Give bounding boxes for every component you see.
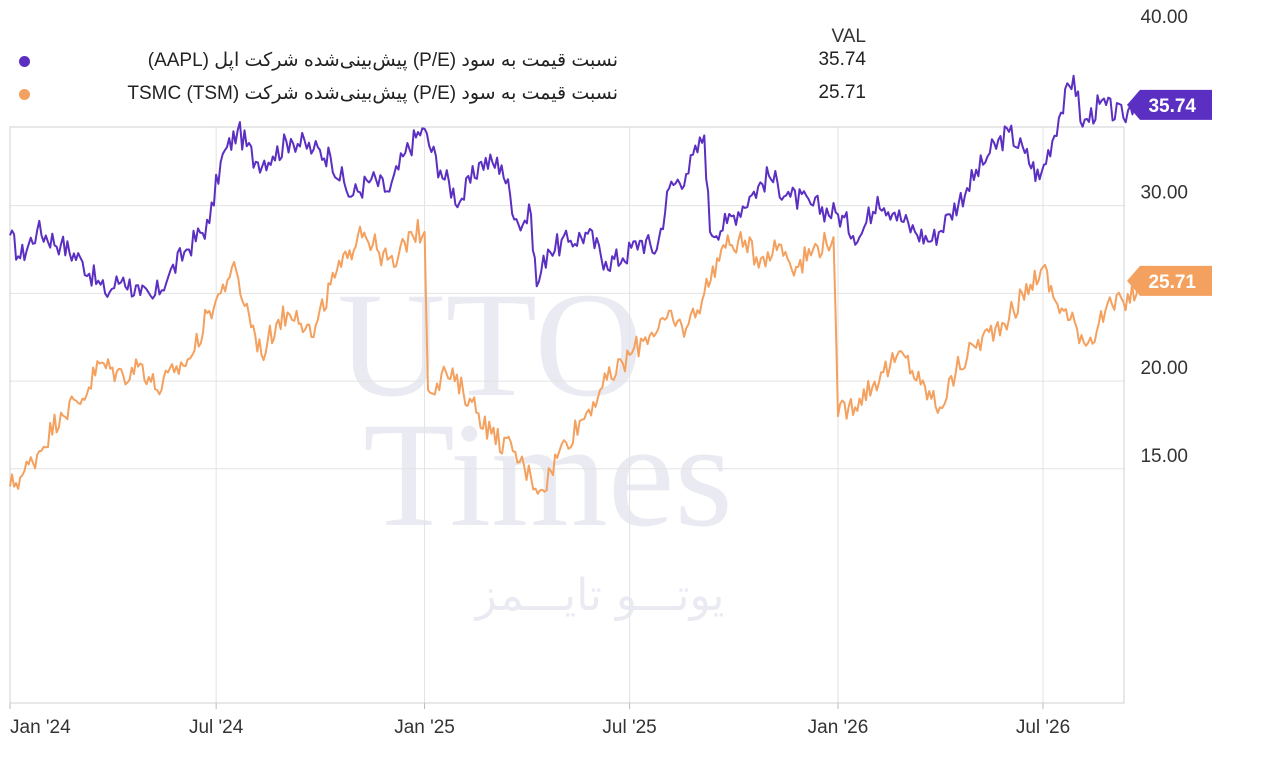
last-value-label: 35.74 — [1148, 96, 1196, 117]
watermark-line1: UTO — [337, 262, 643, 428]
last-value-badge — [1127, 89, 1212, 120]
y-tick-label: 40.00 — [1140, 7, 1188, 28]
last-value-label: 25.71 — [1148, 272, 1196, 293]
legend-value-header: VAL — [831, 26, 866, 47]
last-value-badges: 35.74 25.71 — [1127, 89, 1212, 296]
y-axis: 15.00 20.00 30.00 40.00 — [1140, 7, 1188, 467]
legend-row-tsm[interactable]: نسبت قیمت به سود (P/E) پیش‌بینی‌شده شرکت… — [0, 79, 900, 111]
watermark-line3: یوتـــو تایـــمز — [474, 570, 725, 621]
x-tick-label: Jul '26 — [1016, 717, 1070, 738]
y-tick-label: 20.00 — [1140, 358, 1188, 379]
watermark: UTO Times یوتـــو تایـــمز — [337, 262, 733, 621]
y-tick-label: 15.00 — [1140, 446, 1188, 467]
legend-dot-icon — [19, 56, 30, 67]
series-line — [9, 218, 1149, 495]
legend-label: نسبت قیمت به سود (P/E) پیش‌بینی‌شده شرکت… — [147, 50, 618, 71]
series-line — [9, 74, 1149, 300]
legend-dot-icon — [19, 89, 30, 100]
x-tick-label: Jan '24 — [10, 717, 71, 738]
legend-row-aapl[interactable]: نسبت قیمت به سود (P/E) پیش‌بینی‌شده شرکت… — [0, 46, 900, 78]
x-axis: Jan '24 Jul '24 Jan '25 Jul '25 Jan '26 Jul '… — [9, 703, 1070, 738]
plot-frame — [9, 126, 1125, 704]
legend-label: نسبت قیمت به سود (P/E) پیش‌بینی‌شده شرکت… — [127, 83, 618, 104]
legend: VAL نسبت قیمت به سود (P/E) پیش‌بینی‌شده … — [0, 0, 900, 120]
series-layer — [9, 74, 1149, 495]
legend-value: 25.71 — [818, 82, 866, 103]
x-tick-label: Jul '24 — [189, 717, 244, 738]
last-value-badge — [1127, 265, 1212, 296]
x-tick-label: Jan '25 — [394, 717, 455, 738]
x-tick-label: Jul '25 — [602, 717, 656, 738]
legend-value: 35.74 — [818, 49, 866, 70]
x-tick-label: Jan '26 — [808, 717, 869, 738]
y-tick-label: 30.00 — [1140, 183, 1188, 204]
